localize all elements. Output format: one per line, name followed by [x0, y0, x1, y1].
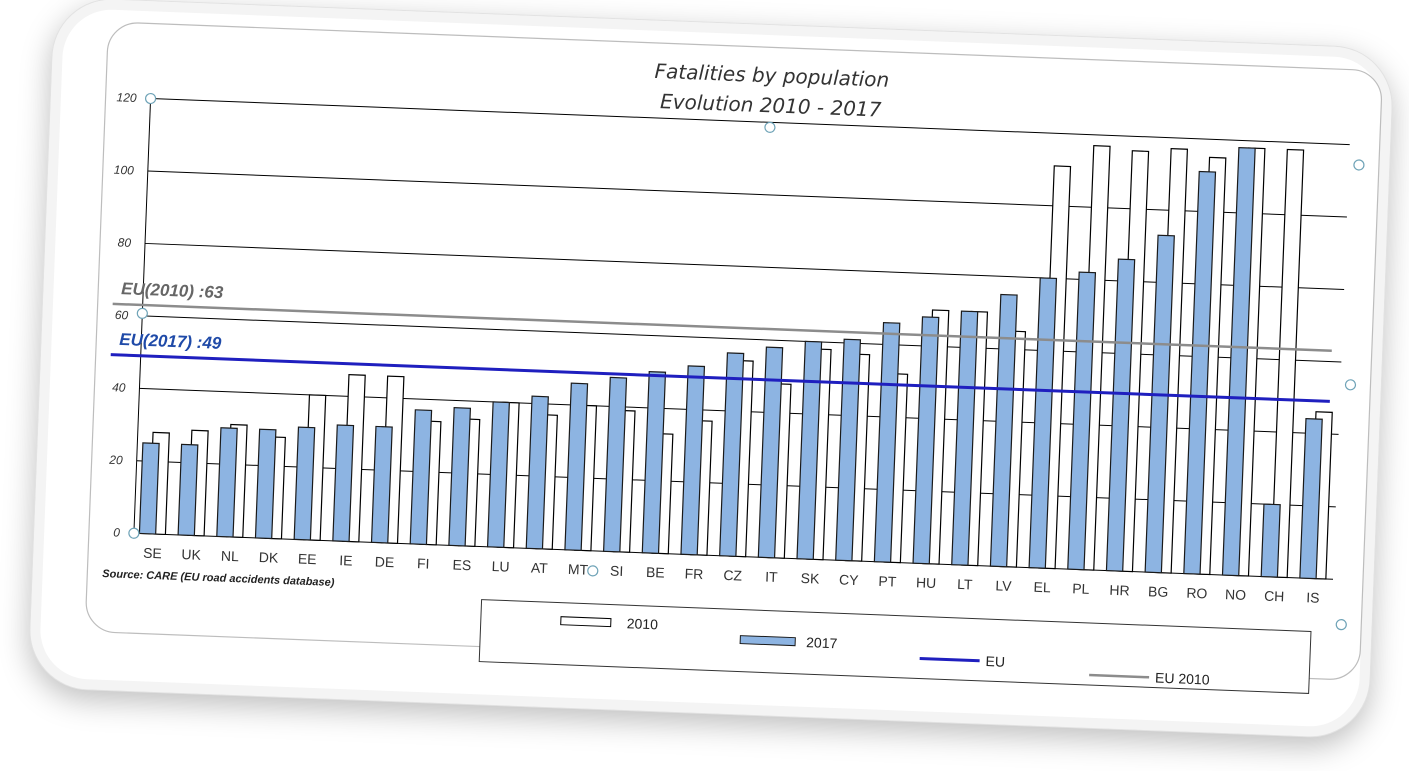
bar-2017: [1144, 234, 1175, 574]
bar-2017: [1260, 503, 1281, 578]
category-label: LV: [995, 577, 1012, 594]
y-gridline: [150, 98, 1350, 146]
selection-handle: [128, 527, 140, 539]
y-gridline: [147, 170, 1347, 218]
bar-2017: [1028, 277, 1058, 569]
category-label: BG: [1148, 583, 1169, 600]
category-label: AT: [531, 559, 549, 576]
category-label: LU: [491, 558, 510, 575]
reference-label: EU(2017) :49: [119, 330, 222, 353]
category-label: PT: [878, 573, 897, 590]
bar-2017: [602, 376, 628, 553]
bar-2017: [564, 382, 589, 552]
bar-2017: [757, 346, 784, 559]
bar-2017: [1067, 271, 1097, 571]
category-label: CY: [839, 571, 860, 588]
legend-label: 2010: [626, 615, 658, 632]
bar-2017: [370, 425, 393, 544]
category-label: SI: [610, 563, 624, 579]
legend-swatch-2010: [560, 616, 612, 628]
bar-2017: [332, 424, 355, 543]
bar-2017: [835, 338, 862, 562]
category-label: DE: [375, 554, 395, 571]
selection-handle: [144, 92, 157, 105]
y-tick-label: 0: [113, 525, 121, 539]
category-label: HR: [1109, 582, 1130, 599]
y-gridline: [142, 315, 1342, 363]
category-label: FI: [417, 555, 430, 571]
y-tick-label: 100: [114, 163, 135, 178]
y-tick-label: 20: [108, 453, 123, 468]
category-label: ES: [452, 556, 471, 573]
category-label: MT: [568, 561, 589, 578]
bar-2010: [1270, 148, 1305, 579]
bar-2017: [138, 442, 160, 535]
legend-box: [478, 599, 1312, 694]
legend-label: EU 2010: [1155, 670, 1210, 688]
bar-2017: [293, 426, 316, 541]
selection-handle: [136, 307, 148, 319]
selection-handle: [1344, 379, 1357, 391]
bar-2017: [216, 427, 238, 538]
category-label: IT: [765, 568, 778, 584]
category-label: DK: [259, 549, 280, 566]
category-label: NO: [1225, 586, 1247, 603]
y-tick-label: 120: [116, 90, 137, 105]
selection-handle: [587, 565, 599, 577]
category-label: EL: [1033, 579, 1051, 596]
bar-2017: [177, 443, 199, 537]
reference-label: EU(2010) :63: [121, 279, 224, 302]
category-label: CZ: [723, 567, 743, 584]
y-tick-label: 80: [117, 235, 131, 250]
bar-2017: [989, 293, 1018, 568]
category-label: SE: [143, 545, 162, 562]
selection-handle: [1335, 619, 1347, 631]
y-tick-label: 60: [115, 308, 129, 323]
bar-2017: [1221, 146, 1256, 577]
category-label: CH: [1264, 588, 1285, 605]
legend-label: EU: [985, 653, 1005, 670]
bar-2017: [873, 321, 901, 563]
bar-2017: [951, 310, 979, 566]
legend-swatch-eu: [919, 656, 980, 663]
bar-2017: [254, 428, 277, 540]
bar-2017: [719, 352, 745, 557]
bar-2017: [641, 371, 667, 555]
legend-label: 2017: [806, 634, 838, 651]
bar-2017: [796, 340, 823, 560]
bar-2017: [1299, 418, 1323, 580]
category-label: HU: [916, 574, 937, 591]
bar-2017: [1183, 170, 1217, 575]
category-label: SK: [800, 570, 820, 587]
legend-swatch-eu2010: [1089, 673, 1150, 679]
category-label: IS: [1306, 589, 1320, 605]
bar-2017: [486, 401, 510, 549]
bar-2017: [525, 395, 549, 550]
y-tick-label: 40: [112, 380, 126, 395]
bar-2017: [448, 407, 472, 547]
category-label: BE: [646, 564, 665, 581]
bar-2017: [1105, 258, 1136, 572]
category-label: LT: [957, 576, 973, 593]
legend-swatch-2017: [739, 635, 796, 647]
category-label: UK: [181, 546, 202, 563]
bar-2017: [680, 365, 706, 556]
selection-handle: [764, 121, 776, 133]
reference-line-eu: [110, 353, 1330, 403]
y-gridline: [145, 242, 1345, 291]
bar-2017: [912, 316, 940, 565]
category-label: EE: [298, 551, 317, 568]
category-label: FR: [684, 565, 703, 582]
category-label: RO: [1186, 585, 1208, 602]
category-label: NL: [221, 548, 240, 565]
category-label: PL: [1072, 580, 1090, 597]
reference-line-eu-2010: [112, 302, 1332, 352]
bar-2017: [409, 409, 433, 546]
selection-handle: [1353, 159, 1365, 171]
category-label: IE: [339, 552, 353, 568]
